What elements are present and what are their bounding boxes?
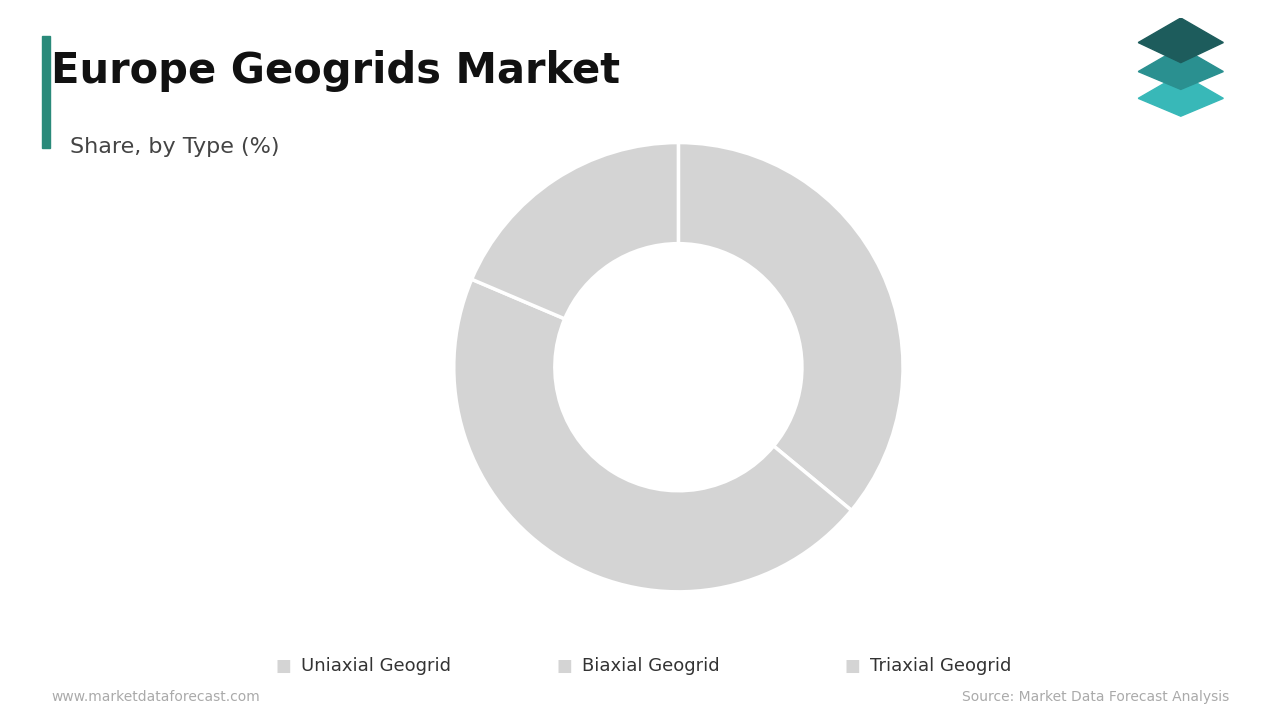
Text: Triaxial Geogrid: Triaxial Geogrid	[870, 657, 1011, 675]
Text: www.marketdataforecast.com: www.marketdataforecast.com	[51, 690, 260, 704]
Wedge shape	[471, 143, 678, 319]
Polygon shape	[1138, 47, 1224, 89]
Text: Europe Geogrids Market: Europe Geogrids Market	[51, 50, 621, 92]
Wedge shape	[454, 279, 851, 592]
Text: ■: ■	[275, 657, 291, 675]
Polygon shape	[1138, 73, 1224, 116]
Text: Share, by Type (%): Share, by Type (%)	[70, 137, 280, 157]
Polygon shape	[1138, 18, 1224, 63]
Text: ■: ■	[845, 657, 860, 675]
Wedge shape	[678, 143, 902, 510]
Text: Uniaxial Geogrid: Uniaxial Geogrid	[301, 657, 451, 675]
Text: ■: ■	[557, 657, 572, 675]
Text: Biaxial Geogrid: Biaxial Geogrid	[582, 657, 721, 675]
Text: Source: Market Data Forecast Analysis: Source: Market Data Forecast Analysis	[961, 690, 1229, 704]
